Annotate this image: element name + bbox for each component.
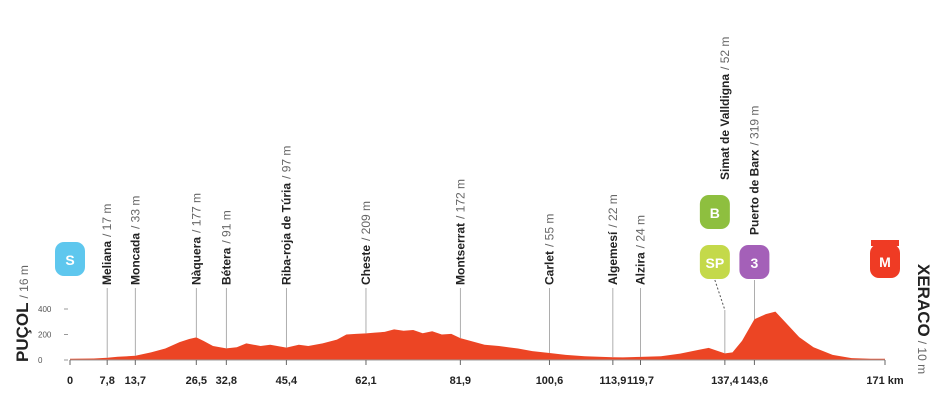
start-name: PUÇOL (13, 303, 32, 363)
waypoint-elevation: / 55 m (542, 214, 556, 247)
x-tick-label: 143,6 (741, 375, 769, 387)
waypoint-label: Cheste / 209 m (359, 201, 373, 285)
finish-label: XERACO / 10 m (914, 264, 933, 374)
badge (699, 245, 730, 279)
finish-elevation: / 10 m (915, 341, 929, 374)
badge-label: B (710, 205, 720, 221)
x-tick-label: 137,4 (711, 375, 739, 387)
waypoint-name: Carlet (542, 251, 556, 285)
finish-name: XERACO (914, 264, 933, 337)
badge-label: 3 (751, 255, 759, 271)
x-tick-label: 32,8 (216, 375, 237, 387)
waypoint-name: Puerto de Barx (747, 149, 761, 235)
x-tick-label: 113,9 (599, 375, 626, 387)
waypoint-elevation: / 22 m (606, 194, 620, 227)
waypoint-name: Meliana (100, 241, 114, 285)
waypoint-name: Montserrat (453, 223, 467, 285)
x-tick-label: 62,1 (355, 375, 376, 387)
waypoint-elevation: / 209 m (359, 201, 373, 241)
badge-label: SP (706, 255, 725, 271)
waypoint-label: Meliana / 17 m (100, 204, 114, 285)
badge (739, 245, 770, 279)
waypoint-label: Simat de Valldigna / 52 m (718, 37, 732, 180)
badge (55, 242, 85, 276)
waypoint-name: Riba-roja de Túria (279, 183, 293, 285)
waypoint-name: Moncada (128, 233, 142, 285)
waypoint-elevation: / 319 m (747, 106, 761, 146)
leader (714, 279, 726, 311)
y-tick-label: 200 (38, 331, 52, 340)
waypoint-label: Carlet / 55 m (542, 214, 556, 285)
start-elevation: / 16 m (17, 265, 31, 298)
start-label: PUÇOL / 16 m (13, 265, 32, 362)
waypoint-label: Alzira / 24 m (634, 215, 648, 285)
x-tick-label: 81,9 (450, 375, 471, 387)
waypoint-label: Riba-roja de Túria / 97 m (279, 146, 293, 285)
waypoint-elevation: / 52 m (718, 37, 732, 70)
waypoint-label: Bétera / 91 m (219, 210, 233, 285)
waypoint-label: Nàquera / 177 m (189, 193, 203, 285)
waypoint-name: Nàquera (189, 237, 203, 285)
badge (699, 195, 730, 229)
x-tick-label: 26,5 (186, 375, 207, 387)
waypoint-elevation: / 24 m (634, 215, 648, 248)
waypoint-label: Puerto de Barx / 319 m (747, 106, 761, 235)
y-tick-label: 0 (38, 356, 43, 365)
x-tick-label: 0 (67, 375, 73, 387)
badge (870, 244, 900, 278)
waypoint-elevation: / 17 m (100, 204, 114, 237)
waypoint-name: Alzira (634, 252, 648, 285)
badge-label: M (879, 254, 891, 270)
waypoint-name: Bétera (219, 247, 233, 285)
waypoint-elevation: / 91 m (219, 210, 233, 243)
x-tick-label: 13,7 (125, 375, 146, 387)
badge-label: S (65, 252, 74, 268)
waypoint-label: Montserrat / 172 m (453, 179, 467, 285)
x-tick-label: 100,6 (536, 375, 564, 387)
waypoint-elevation: / 33 m (128, 196, 142, 229)
y-tick-label: 400 (38, 305, 52, 314)
x-tick-label: 45,4 (276, 375, 298, 387)
waypoint-elevation: / 97 m (279, 146, 293, 179)
waypoint-name: Simat de Valldigna (718, 74, 732, 180)
checker (871, 240, 899, 246)
waypoint-elevation: / 177 m (189, 193, 203, 233)
elevation-area (70, 311, 885, 360)
waypoint-elevation: / 172 m (453, 179, 467, 219)
x-tick-label: 7,8 (100, 375, 115, 387)
waypoint-name: Cheste (359, 245, 373, 285)
waypoint-name: Algemesí (606, 231, 620, 285)
x-tick-label: 119,7 (627, 375, 654, 387)
waypoint-label: Algemesí / 22 m (606, 194, 620, 285)
x-tick-label: 171 km (866, 375, 904, 387)
waypoint-label: Moncada / 33 m (128, 196, 142, 285)
